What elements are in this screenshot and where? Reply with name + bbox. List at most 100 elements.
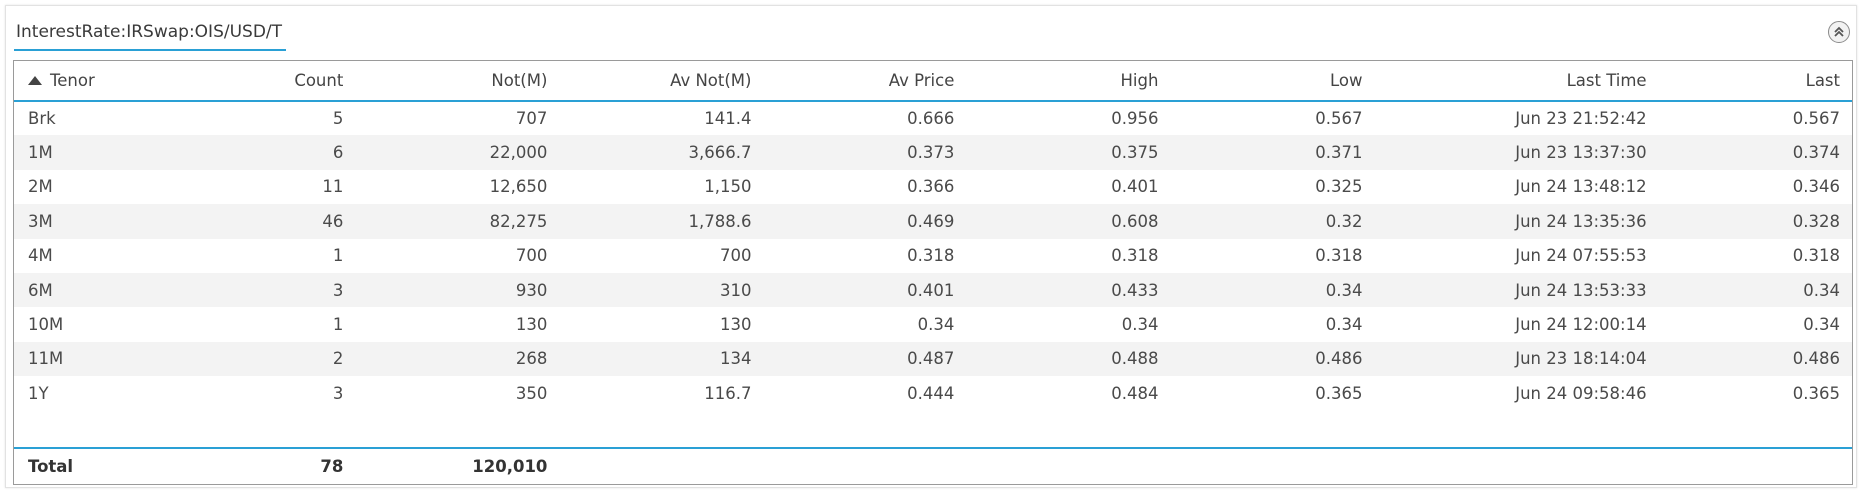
column-header-av-price[interactable]: Av Price xyxy=(763,61,967,102)
cell-last: 0.486 xyxy=(1658,341,1852,377)
cell-av-price: 0.318 xyxy=(907,246,955,266)
totals-not: 120,010 xyxy=(355,449,560,484)
cell-low: 0.34 xyxy=(1325,315,1363,335)
cell-not: 350 xyxy=(515,383,548,403)
cell-last: 0.365 xyxy=(1792,383,1840,403)
cell-not: 12,650 xyxy=(489,177,548,197)
cell-high: 0.488 xyxy=(966,341,1171,377)
collapse-button[interactable] xyxy=(1828,21,1850,43)
cell-not: 130 xyxy=(515,315,548,335)
cell-av-price: 0.487 xyxy=(763,341,967,377)
cell-tenor: 2M xyxy=(28,177,53,197)
cell-high: 0.401 xyxy=(1111,177,1159,197)
cell-low: 0.318 xyxy=(1315,246,1363,266)
cell-count: 11 xyxy=(322,177,344,197)
totals-count: 78 xyxy=(193,449,356,484)
column-header-tenor[interactable]: Tenor xyxy=(14,61,194,102)
header-row: Tenor Count Not(M) Av Not(M) Av Price Hi… xyxy=(14,61,1852,102)
grid-table: Tenor Count Not(M) Av Not(M) Av Price Hi… xyxy=(14,61,1852,411)
table-row[interactable]: Brk 5 707 141.4 0.666 0.956 0.567 Jun 23 21:52:… xyxy=(14,101,1852,135)
column-header-low[interactable]: Low xyxy=(1170,61,1375,102)
cell-tenor: 1M xyxy=(14,135,194,170)
cell-last: 0.318 xyxy=(1792,246,1840,266)
cell-av-not: 700 xyxy=(719,246,752,266)
cell-last-time: Jun 24 13:48:12 xyxy=(1515,177,1647,197)
totals-empty xyxy=(1658,449,1852,484)
cell-tenor: Brk xyxy=(28,109,56,129)
cell-tenor: 1Y xyxy=(28,383,49,403)
totals-empty xyxy=(559,449,764,484)
cell-count: 3 xyxy=(332,383,344,403)
cell-last: 0.328 xyxy=(1658,204,1852,239)
cell-low: 0.486 xyxy=(1170,341,1375,377)
table-row[interactable]: 6M 3 930 310 0.401 0.433 0.34 Jun 24 13:53:33 0.… xyxy=(14,272,1852,308)
cell-av-price: 0.666 xyxy=(907,109,955,129)
cell-av-price: 0.469 xyxy=(763,204,967,239)
cell-last-time: Jun 24 09:58:46 xyxy=(1515,383,1647,403)
cell-tenor: 6M xyxy=(14,272,194,308)
cell-last-time: Jun 24 12:00:14 xyxy=(1515,315,1647,335)
totals-empty xyxy=(763,449,967,484)
cell-high: 0.318 xyxy=(1111,246,1159,266)
cell-high: 0.375 xyxy=(966,135,1171,170)
totals-empty xyxy=(1374,449,1659,484)
column-header-av-not[interactable]: Av Not(M) xyxy=(559,61,764,102)
totals-footer: Total 78 120,010 xyxy=(14,447,1852,484)
cell-av-not: 1,788.6 xyxy=(559,204,764,239)
cell-low: 0.34 xyxy=(1170,272,1375,308)
cell-count: 6 xyxy=(193,135,356,170)
column-header-not[interactable]: Not(M) xyxy=(355,61,560,102)
cell-count: 5 xyxy=(332,109,344,129)
column-header-last-time[interactable]: Last Time xyxy=(1374,61,1659,102)
cell-last-time: Jun 24 13:35:36 xyxy=(1374,204,1659,239)
column-header-count[interactable]: Count xyxy=(193,61,356,102)
cell-last-time: Jun 23 18:14:04 xyxy=(1374,341,1659,377)
cell-tenor: 4M xyxy=(28,246,53,266)
cell-not: 268 xyxy=(355,341,560,377)
cell-av-not: 116.7 xyxy=(704,383,752,403)
cell-last: 0.374 xyxy=(1658,135,1852,170)
cell-not: 700 xyxy=(515,246,548,266)
cell-count: 46 xyxy=(193,204,356,239)
cell-av-price: 0.366 xyxy=(907,177,955,197)
cell-av-not: 310 xyxy=(559,272,764,308)
cell-not: 22,000 xyxy=(355,135,560,170)
table-row[interactable]: 10M 1 130 130 0.34 0.34 0.34 Jun 24 12:00:14 0.3… xyxy=(14,307,1852,341)
table-row[interactable]: 3M 46 82,275 1,788.6 0.469 0.608 0.32 Jun 24 13… xyxy=(14,204,1852,239)
totals-label: Total xyxy=(14,449,194,484)
cell-last-time: Jun 23 21:52:42 xyxy=(1515,109,1647,129)
cell-av-not: 1,150 xyxy=(704,177,752,197)
cell-tenor: 11M xyxy=(14,341,194,377)
table-row[interactable]: 2M 11 12,650 1,150 0.366 0.401 0.325 Jun 24 13:… xyxy=(14,170,1852,204)
cell-av-price: 0.373 xyxy=(763,135,967,170)
column-header-high[interactable]: High xyxy=(966,61,1171,102)
table-row[interactable]: 4M 1 700 700 0.318 0.318 0.318 Jun 24 07:55:53 0… xyxy=(14,239,1852,273)
cell-av-not: 130 xyxy=(719,315,752,335)
cell-av-not: 3,666.7 xyxy=(559,135,764,170)
cell-av-not: 134 xyxy=(559,341,764,377)
totals-row: Total 78 120,010 xyxy=(14,449,1852,484)
cell-not: 930 xyxy=(355,272,560,308)
collapse-up-icon xyxy=(1833,26,1845,38)
totals-table: Total 78 120,010 xyxy=(14,449,1852,484)
cell-last: 0.346 xyxy=(1792,177,1840,197)
table-row[interactable]: 11M 2 268 134 0.487 0.488 0.486 Jun 23 18:14:04… xyxy=(14,341,1852,377)
cell-count: 1 xyxy=(332,315,344,335)
totals-empty xyxy=(966,449,1171,484)
cell-tenor: 3M xyxy=(14,204,194,239)
column-header-last[interactable]: Last xyxy=(1658,61,1852,102)
cell-low: 0.32 xyxy=(1170,204,1375,239)
cell-low: 0.325 xyxy=(1315,177,1363,197)
cell-not: 707 xyxy=(515,109,548,129)
table-row[interactable]: 1M 6 22,000 3,666.7 0.373 0.375 0.371 Jun 23 13… xyxy=(14,135,1852,170)
cell-last: 0.567 xyxy=(1792,109,1840,129)
cell-not: 82,275 xyxy=(355,204,560,239)
grid-panel: InterestRate:IRSwap:OIS/USD/T Tenor Coun… xyxy=(5,5,1857,488)
cell-high: 0.956 xyxy=(1111,109,1159,129)
cell-count: 3 xyxy=(193,272,356,308)
table-row[interactable]: 1Y 3 350 116.7 0.444 0.484 0.365 Jun 24 09:58:4… xyxy=(14,376,1852,410)
data-grid: Tenor Count Not(M) Av Not(M) Av Price Hi… xyxy=(13,60,1853,485)
cell-count: 2 xyxy=(193,341,356,377)
cell-high: 0.433 xyxy=(966,272,1171,308)
cell-low: 0.365 xyxy=(1315,383,1363,403)
